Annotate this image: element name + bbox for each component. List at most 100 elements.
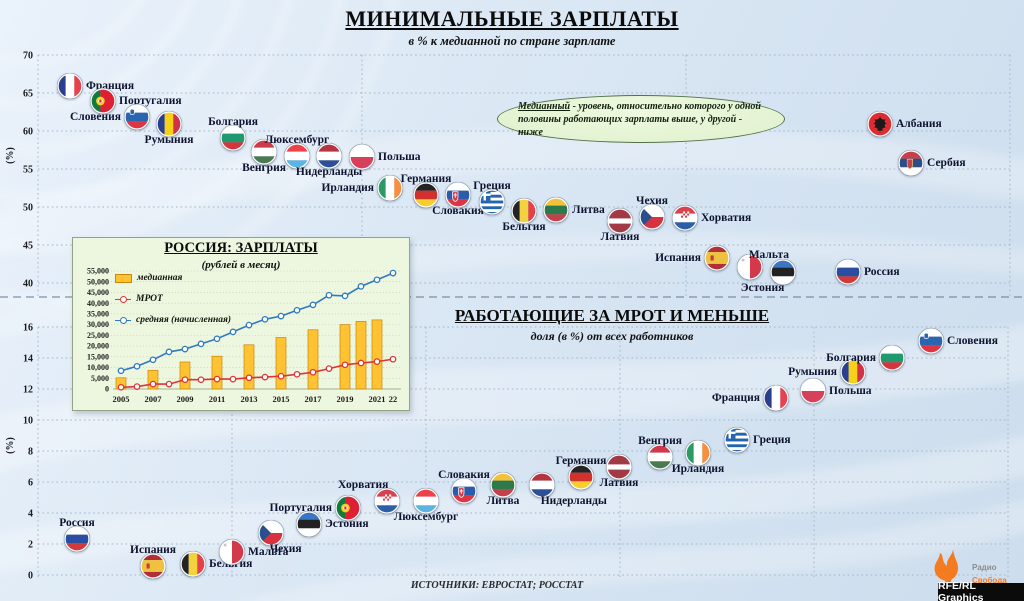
country-point-hu: Венгрия bbox=[242, 139, 286, 174]
svg-text:4: 4 bbox=[28, 509, 33, 520]
svg-text:50: 50 bbox=[23, 203, 33, 214]
country-label-es: Испания bbox=[130, 543, 176, 556]
lv-flag-icon bbox=[606, 453, 632, 480]
svg-text:55,000: 55,000 bbox=[87, 267, 109, 276]
cz-flag-icon bbox=[639, 203, 665, 230]
svg-text:2: 2 bbox=[28, 540, 33, 551]
pt-flag-icon bbox=[335, 495, 361, 522]
country-label-lu: Люксембург bbox=[264, 134, 330, 147]
svg-text:6: 6 bbox=[28, 478, 33, 489]
country-point-ru: Россия bbox=[59, 517, 95, 553]
svg-text:45: 45 bbox=[23, 241, 33, 252]
fr-flag-icon bbox=[763, 385, 789, 412]
average-line-swatch bbox=[115, 316, 131, 324]
country-label-gr: Греция bbox=[473, 179, 511, 192]
svg-text:55: 55 bbox=[23, 165, 33, 176]
country-label-si: Словения bbox=[69, 110, 121, 123]
country-label-es: Испания bbox=[655, 251, 701, 264]
rferl-torch-icon bbox=[934, 547, 958, 584]
country-label-nl: Нидерланды bbox=[295, 166, 363, 179]
country-label-lv: Латвия bbox=[599, 476, 639, 489]
es-flag-icon bbox=[704, 244, 730, 271]
country-point-ee: Эстония bbox=[741, 259, 796, 294]
svg-text:14: 14 bbox=[23, 354, 33, 365]
rferl-graphics-badge: RFE/RL Graphics bbox=[938, 580, 1024, 601]
country-label-cz: Чехия bbox=[636, 194, 668, 207]
legend-item-average: средняя (начисленная) bbox=[115, 315, 231, 325]
ee-flag-icon bbox=[296, 510, 322, 537]
country-label-ro: Румыния bbox=[144, 134, 194, 147]
country-label-sk: Словакия bbox=[438, 469, 490, 482]
svg-text:65: 65 bbox=[23, 89, 33, 100]
country-point-lv: Латвия bbox=[600, 453, 638, 489]
fr-flag-icon bbox=[57, 73, 83, 100]
country-label-mt: Мальта bbox=[248, 545, 289, 558]
lv-flag-icon bbox=[607, 207, 633, 234]
country-point-lu: Люксембург bbox=[394, 487, 458, 523]
svg-text:16: 16 bbox=[23, 323, 33, 334]
svg-text:2019: 2019 bbox=[337, 394, 354, 404]
country-label-hr: Хорватия bbox=[701, 211, 752, 224]
country-point-hu: Венгрия bbox=[638, 435, 682, 471]
svg-text:10,000: 10,000 bbox=[87, 363, 109, 372]
country-label-de: Германия bbox=[400, 172, 452, 185]
country-point-ie: Ирландия bbox=[672, 439, 724, 475]
median-definition: - уровень, относительно которого у одной… bbox=[518, 100, 761, 138]
country-point-ee: Эстония bbox=[296, 510, 369, 537]
svg-text:0: 0 bbox=[105, 385, 109, 394]
country-label-ie: Ирландия bbox=[321, 182, 374, 194]
hu-flag-icon bbox=[647, 444, 673, 471]
country-point-mt: Мальта bbox=[219, 538, 288, 565]
svg-text:35,000: 35,000 bbox=[87, 310, 109, 319]
median-term: Медианный bbox=[518, 100, 571, 112]
country-point-pl: Польша bbox=[800, 377, 872, 404]
svg-text:2009: 2009 bbox=[177, 394, 194, 404]
legend-item-median: медианная bbox=[115, 273, 182, 283]
ie-flag-icon bbox=[685, 439, 711, 466]
svg-text:2011: 2011 bbox=[209, 394, 226, 404]
country-label-sk: Словакия bbox=[432, 204, 484, 217]
country-point-fr: Франция bbox=[712, 385, 789, 412]
brand-svoboda: Свобода bbox=[972, 576, 1007, 585]
nl-flag-icon bbox=[529, 472, 555, 499]
inset-title: РОССИЯ: ЗАРПЛАТЫ bbox=[164, 240, 318, 256]
country-point-si: Словения bbox=[918, 327, 998, 354]
country-point-nl: Нидерланды bbox=[529, 472, 607, 507]
country-point-hr: Хорватия bbox=[672, 204, 751, 231]
sk-flag-icon bbox=[451, 478, 477, 505]
country-point-bg: Болгария bbox=[826, 345, 905, 371]
country-label-fr: Франция bbox=[711, 392, 760, 405]
country-label-pt: Португалия bbox=[269, 502, 332, 515]
svg-text:30,000: 30,000 bbox=[87, 320, 109, 329]
nl-flag-icon bbox=[316, 143, 342, 170]
svg-text:22: 22 bbox=[389, 394, 398, 404]
country-label-de: Германия bbox=[555, 455, 607, 468]
svg-text:2013: 2013 bbox=[241, 394, 258, 404]
country-point-cz: Чехия bbox=[258, 520, 302, 555]
country-label-nl: Нидерланды bbox=[540, 495, 607, 508]
rferl-credit: Радио Свобода RFE/RL Graphics bbox=[914, 545, 1024, 601]
country-point-ro: Румыния bbox=[788, 358, 866, 385]
country-label-hu: Венгрия bbox=[638, 435, 682, 448]
country-point-lv: Латвия bbox=[601, 207, 639, 243]
country-label-ee: Эстония bbox=[325, 517, 369, 530]
svg-text:25,000: 25,000 bbox=[87, 331, 109, 340]
country-label-ee: Эстония bbox=[740, 282, 785, 295]
country-label-rs: Сербия bbox=[927, 156, 966, 169]
si-flag-icon bbox=[918, 327, 944, 354]
country-point-lt: Литва bbox=[487, 472, 519, 507]
country-point-nl: Нидерланды bbox=[296, 143, 362, 178]
country-label-ro: Румыния bbox=[788, 365, 837, 378]
ru-flag-icon bbox=[64, 526, 90, 553]
median-swatch bbox=[115, 273, 132, 283]
country-point-de: Германия bbox=[401, 173, 451, 208]
de-flag-icon bbox=[413, 181, 439, 208]
country-label-si: Словения bbox=[947, 334, 999, 347]
mrot-line-swatch bbox=[115, 295, 131, 303]
hr-flag-icon bbox=[672, 204, 698, 231]
country-label-ie: Ирландия bbox=[671, 462, 725, 475]
bg-flag-icon bbox=[879, 345, 905, 371]
hr-flag-icon bbox=[374, 487, 400, 514]
